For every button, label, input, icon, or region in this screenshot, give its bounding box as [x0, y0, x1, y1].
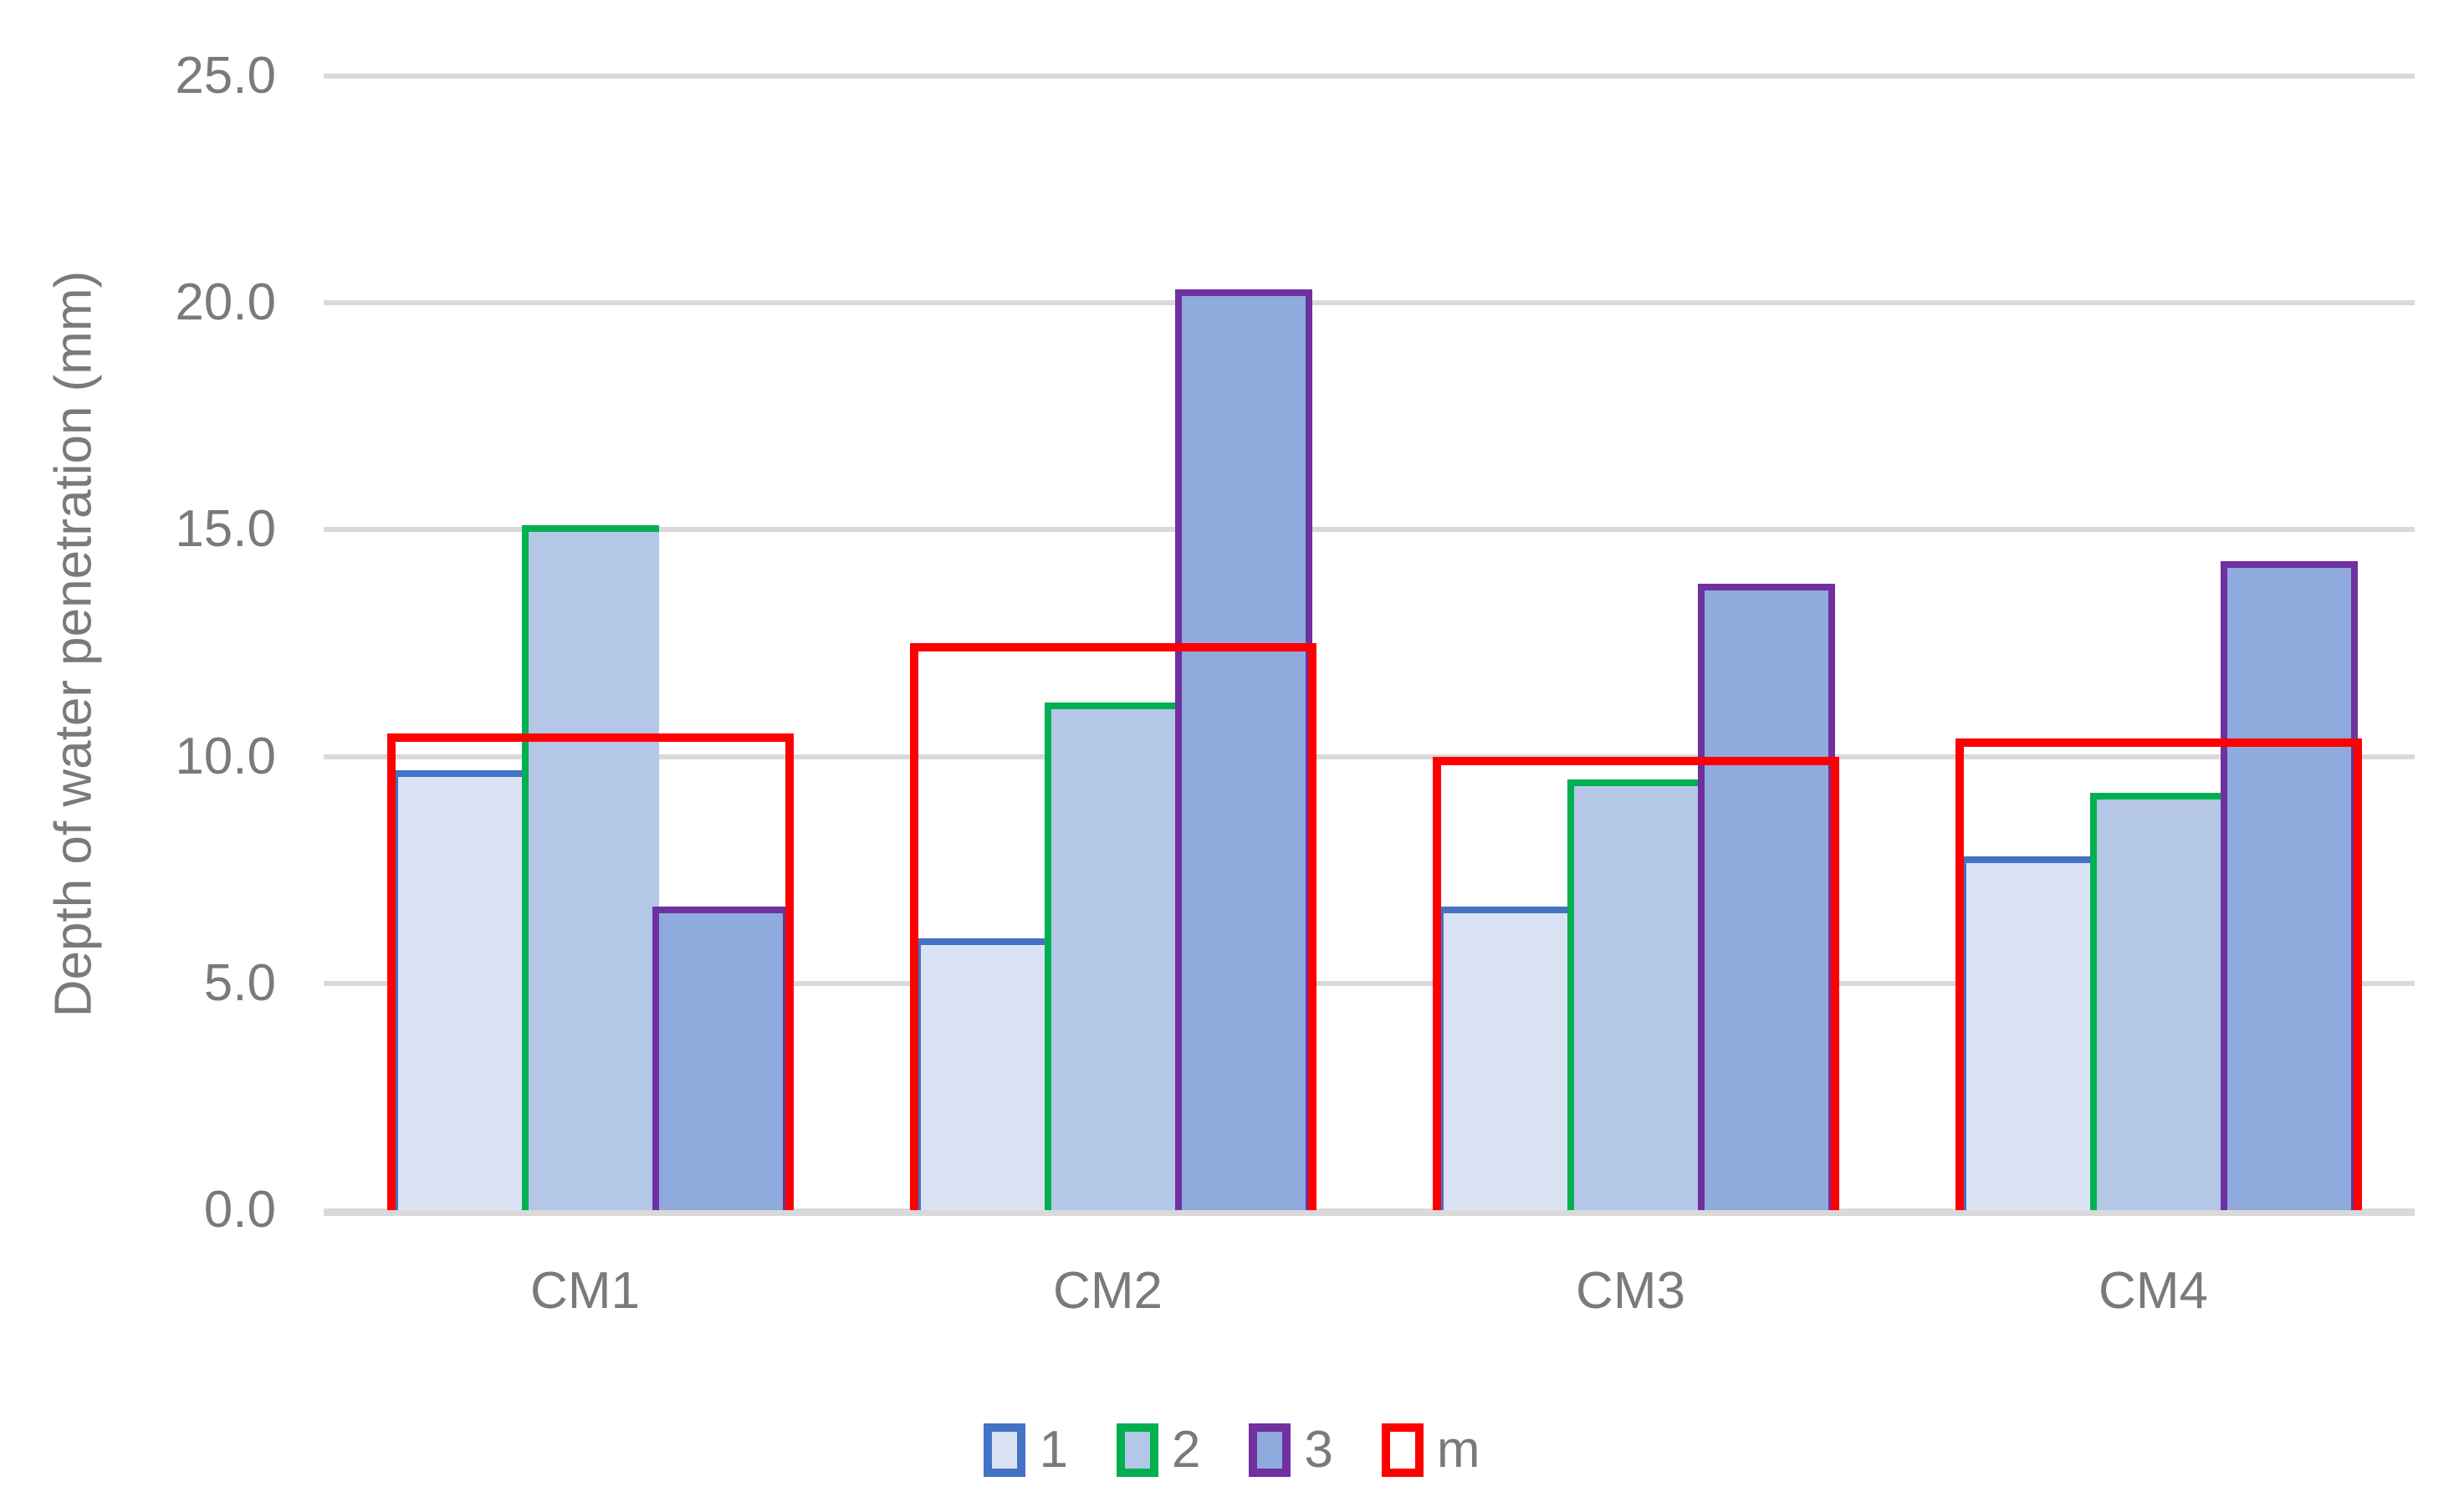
- mean-outline-bar-CM1: [387, 733, 794, 1210]
- legend-swatch-2: [1116, 1423, 1158, 1477]
- y-tick-label: 15.0: [175, 500, 276, 559]
- y-tick-label: 25.0: [175, 47, 276, 105]
- legend-swatch-1: [984, 1423, 1026, 1477]
- bar-series-2-CM2: [1045, 703, 1182, 1210]
- gridline: [324, 300, 2415, 306]
- mean-outline-bar-CM2: [910, 643, 1316, 1210]
- bar-series-2-CM3: [1567, 779, 1705, 1210]
- legend-label: m: [1436, 1421, 1480, 1479]
- mean-outline-bar-CM3: [1433, 757, 1839, 1210]
- legend-item-2: 2: [1116, 1421, 1201, 1479]
- mean-outline-bar-CM4: [1955, 738, 2362, 1210]
- y-tick-label: 5.0: [203, 953, 276, 1012]
- legend-label: 3: [1304, 1421, 1333, 1479]
- chart-legend: 1 2 3 m: [0, 1423, 2464, 1477]
- bar-series-3-CM4: [2221, 561, 2358, 1210]
- gridline: [324, 754, 2415, 759]
- y-tick-label: 20.0: [175, 273, 276, 332]
- y-tick-label: 0.0: [203, 1181, 276, 1239]
- legend-swatch-3: [1249, 1423, 1291, 1477]
- x-category-label: CM3: [1576, 1262, 1685, 1320]
- bar-series-1-CM3: [1437, 907, 1574, 1210]
- legend-swatch-m: [1381, 1423, 1424, 1477]
- legend-item-m: m: [1381, 1421, 1480, 1479]
- x-category-label: CM1: [530, 1262, 640, 1320]
- x-category-label: CM4: [2098, 1262, 2208, 1320]
- x-category-label: CM2: [1053, 1262, 1163, 1320]
- legend-label: 2: [1171, 1421, 1201, 1479]
- gridline: [324, 980, 2415, 986]
- x-axis-line: [324, 1208, 2415, 1216]
- legend-label: 1: [1039, 1421, 1068, 1479]
- legend-item-3: 3: [1249, 1421, 1333, 1479]
- gridline: [324, 74, 2415, 79]
- bar-series-3-CM1: [652, 907, 790, 1210]
- y-axis-title: Depth of water penetration (mm): [44, 270, 103, 1018]
- bar-series-2-CM1: [522, 525, 659, 1210]
- legend-item-1: 1: [984, 1421, 1068, 1479]
- y-tick-label: 10.0: [175, 727, 276, 785]
- bar-series-2-CM4: [2090, 793, 2227, 1210]
- gridline: [324, 527, 2415, 533]
